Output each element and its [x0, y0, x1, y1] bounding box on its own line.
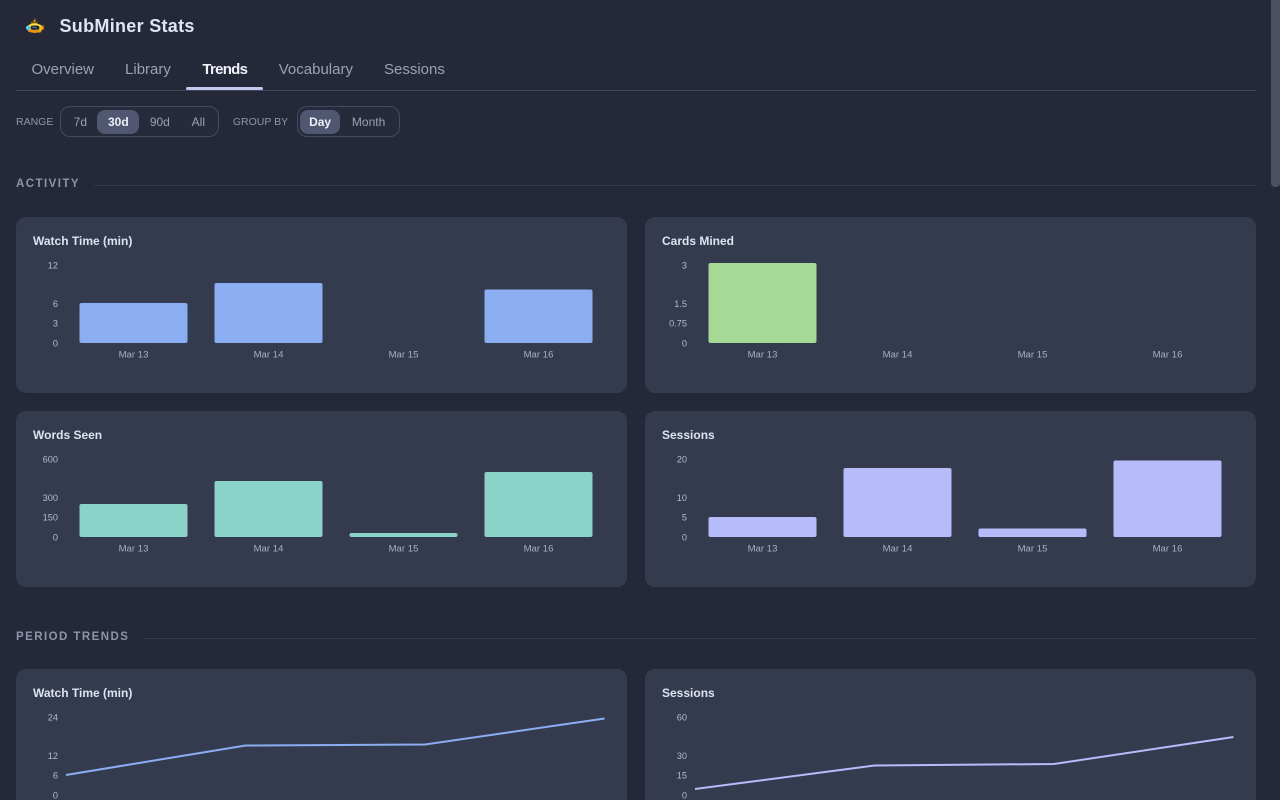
svg-text:Mar 16: Mar 16 — [1153, 349, 1183, 360]
svg-text:Mar 14: Mar 14 — [883, 543, 914, 554]
svg-text:Mar 14: Mar 14 — [883, 349, 914, 360]
svg-text:Mar 13: Mar 13 — [119, 543, 149, 554]
svg-text:1.5: 1.5 — [674, 298, 687, 308]
svg-text:Mar 16: Mar 16 — [1153, 543, 1183, 554]
svg-text:6: 6 — [53, 298, 58, 308]
svg-text:20: 20 — [677, 454, 687, 464]
svg-text:Mar 15: Mar 15 — [389, 349, 419, 360]
svg-text:Mar 13: Mar 13 — [748, 543, 778, 554]
svg-text:0: 0 — [53, 790, 58, 800]
svg-text:3: 3 — [682, 260, 687, 270]
svg-text:0: 0 — [53, 532, 58, 542]
svg-text:6: 6 — [53, 770, 58, 780]
svg-text:0: 0 — [682, 532, 687, 542]
svg-text:12: 12 — [48, 750, 58, 760]
svg-text:24: 24 — [48, 712, 58, 722]
svg-text:0.75: 0.75 — [669, 318, 687, 328]
svg-text:300: 300 — [43, 492, 58, 502]
svg-text:150: 150 — [43, 512, 58, 522]
svg-text:Mar 15: Mar 15 — [1018, 543, 1048, 554]
svg-text:Mar 14: Mar 14 — [254, 349, 285, 360]
svg-text:3: 3 — [53, 318, 58, 328]
svg-text:0: 0 — [53, 338, 58, 348]
svg-text:5: 5 — [682, 512, 687, 522]
svg-text:30: 30 — [677, 750, 687, 760]
svg-text:Mar 15: Mar 15 — [389, 543, 419, 554]
svg-text:600: 600 — [43, 454, 58, 464]
svg-text:Mar 13: Mar 13 — [119, 349, 149, 360]
svg-text:Mar 16: Mar 16 — [524, 349, 554, 360]
svg-text:Mar 16: Mar 16 — [524, 543, 554, 554]
svg-text:Mar 13: Mar 13 — [748, 349, 778, 360]
svg-text:Mar 14: Mar 14 — [254, 543, 285, 554]
svg-text:10: 10 — [677, 492, 687, 502]
svg-text:15: 15 — [677, 770, 687, 780]
svg-text:0: 0 — [682, 790, 687, 800]
svg-text:12: 12 — [48, 260, 58, 270]
svg-text:Mar 15: Mar 15 — [1018, 349, 1048, 360]
svg-text:60: 60 — [677, 712, 687, 722]
svg-text:0: 0 — [682, 338, 687, 348]
